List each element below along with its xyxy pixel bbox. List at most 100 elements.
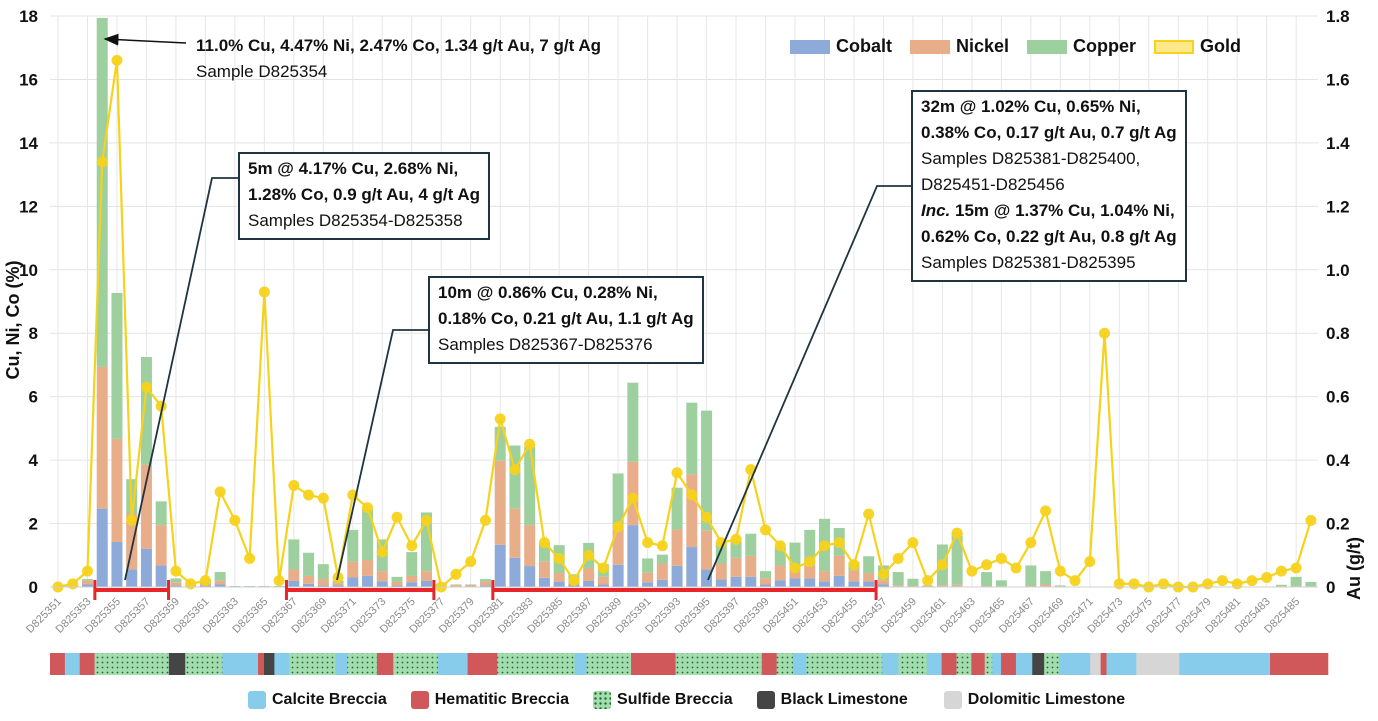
gold-point <box>877 568 889 580</box>
bar-cobalt <box>818 581 830 587</box>
annotation-line: 10m @ 0.86% Cu, 0.28% Ni, <box>438 283 658 302</box>
legend-label: Sulfide Breccia <box>617 691 733 708</box>
nickel-swatch <box>910 39 950 54</box>
bar-cobalt <box>362 575 374 587</box>
bar-nickel <box>406 575 418 583</box>
legend-label: Nickel <box>956 36 1010 56</box>
bar-nickel <box>391 581 403 586</box>
bar-nickel <box>450 585 462 587</box>
gold-point <box>1025 537 1037 549</box>
bar-copper <box>524 446 536 526</box>
lithology-segment-sulfide-breccia <box>393 653 439 675</box>
bar-nickel <box>376 571 388 582</box>
annotation-line: 5m @ 4.17% Cu, 2.68% Ni, <box>248 159 459 178</box>
gold-point <box>1290 562 1302 574</box>
bar-cobalt <box>863 581 875 587</box>
gold-point <box>229 514 241 526</box>
gold-point <box>214 486 226 498</box>
y-tick-label: 2 <box>29 515 38 534</box>
bar-nickel <box>671 529 683 566</box>
lithology-segment-calcite-breccia <box>926 653 942 675</box>
gold-point <box>450 568 462 580</box>
bar-cobalt <box>376 581 388 587</box>
gold-point <box>760 524 772 536</box>
bar-nickel <box>524 525 536 567</box>
gold-point <box>1231 578 1243 590</box>
gold-point <box>494 413 506 425</box>
lithology-segment-dolomitic-limestone <box>1090 653 1101 675</box>
legend-label: Copper <box>1073 36 1137 56</box>
legend-item-black-limestone: Black Limestone <box>756 691 908 709</box>
bar-copper <box>612 473 624 525</box>
lithology-segment-hematitic-breccia <box>79 653 95 675</box>
gold-point <box>479 514 491 526</box>
lithology-segment-calcite-breccia <box>274 653 290 675</box>
annotation-line: 1.28% Co, 0.9 g/t Au, 4 g/t Ag <box>248 185 481 204</box>
bar-copper <box>715 541 727 564</box>
annotation-5m-interval: 5m @ 4.17% Cu, 2.68% Ni, 1.28% Co, 0.9 g… <box>238 152 491 240</box>
gold-point <box>583 549 595 561</box>
gold-point <box>715 537 727 549</box>
y2-tick-label: 1.8 <box>1326 7 1350 26</box>
annotation-line: 0.18% Co, 0.21 g/t Au, 1.1 g/t Ag <box>438 309 694 328</box>
bar-cobalt <box>804 578 816 587</box>
lithology-segment-calcite-breccia <box>1015 653 1033 675</box>
bar-cobalt <box>303 583 315 587</box>
lithology-segment-hematitic-breccia <box>1270 653 1329 675</box>
annotation-leaders <box>103 33 911 581</box>
bar-nickel <box>701 530 713 570</box>
legend-item-dolomitic-limestone: Dolomitic Limestone <box>943 691 1126 709</box>
bar-copper <box>1025 565 1037 587</box>
bar-nickel <box>1290 586 1302 587</box>
bar-copper <box>642 558 654 573</box>
bar-cobalt <box>612 564 624 587</box>
lithology-segment-sulfide-breccia <box>497 653 575 675</box>
gold-point <box>185 578 197 590</box>
gold-point <box>1305 514 1317 526</box>
bar-cobalt <box>789 578 801 587</box>
bar-cobalt <box>553 581 565 587</box>
bar-nickel <box>951 584 963 587</box>
bar-copper <box>1054 585 1066 587</box>
bar-copper <box>170 578 182 583</box>
bar-cobalt <box>774 580 786 587</box>
gold-point <box>597 562 609 574</box>
bar-copper <box>465 584 477 586</box>
bar-copper <box>627 382 639 462</box>
gold-point <box>140 381 152 393</box>
gold-point <box>1216 575 1228 587</box>
gold-point <box>126 514 138 526</box>
bar-cobalt <box>494 544 506 587</box>
gold-point <box>922 575 934 587</box>
lithology-segment-hematitic-breccia <box>631 653 676 675</box>
gold-point <box>730 533 742 545</box>
bar-nickel <box>656 563 668 580</box>
bar-nickel <box>760 578 772 585</box>
bar-cobalt <box>199 585 211 587</box>
bar-nickel <box>1275 586 1287 587</box>
y-tick-label: 0 <box>29 578 38 597</box>
bar-copper <box>229 586 241 587</box>
y-tick-label: 16 <box>19 70 38 89</box>
sulfide-swatch <box>593 691 612 709</box>
gold-point <box>833 537 845 549</box>
y-tick-label: 18 <box>19 7 38 26</box>
gold-point <box>273 575 285 587</box>
legend-item-nickel: Nickel <box>910 36 1009 57</box>
black-limestone-swatch <box>756 691 775 709</box>
y2-tick-label: 1.0 <box>1326 261 1350 280</box>
bar-nickel <box>332 583 344 586</box>
legend-label: Gold <box>1200 36 1242 56</box>
lithology-segment-sulfide-breccia <box>898 653 928 675</box>
lithology-segment-sulfide-breccia <box>1044 653 1060 675</box>
bar-nickel <box>981 586 993 587</box>
leader-line <box>336 329 428 581</box>
bar-nickel <box>833 555 845 576</box>
annotation-line: D825451-D825456 <box>921 175 1065 194</box>
lithology-segment-dolomitic-limestone <box>1136 653 1180 675</box>
gold-point <box>1246 575 1258 587</box>
legend-label: Dolomitic Limestone <box>967 691 1126 708</box>
bar-copper <box>656 554 668 564</box>
bar-copper <box>81 579 93 581</box>
